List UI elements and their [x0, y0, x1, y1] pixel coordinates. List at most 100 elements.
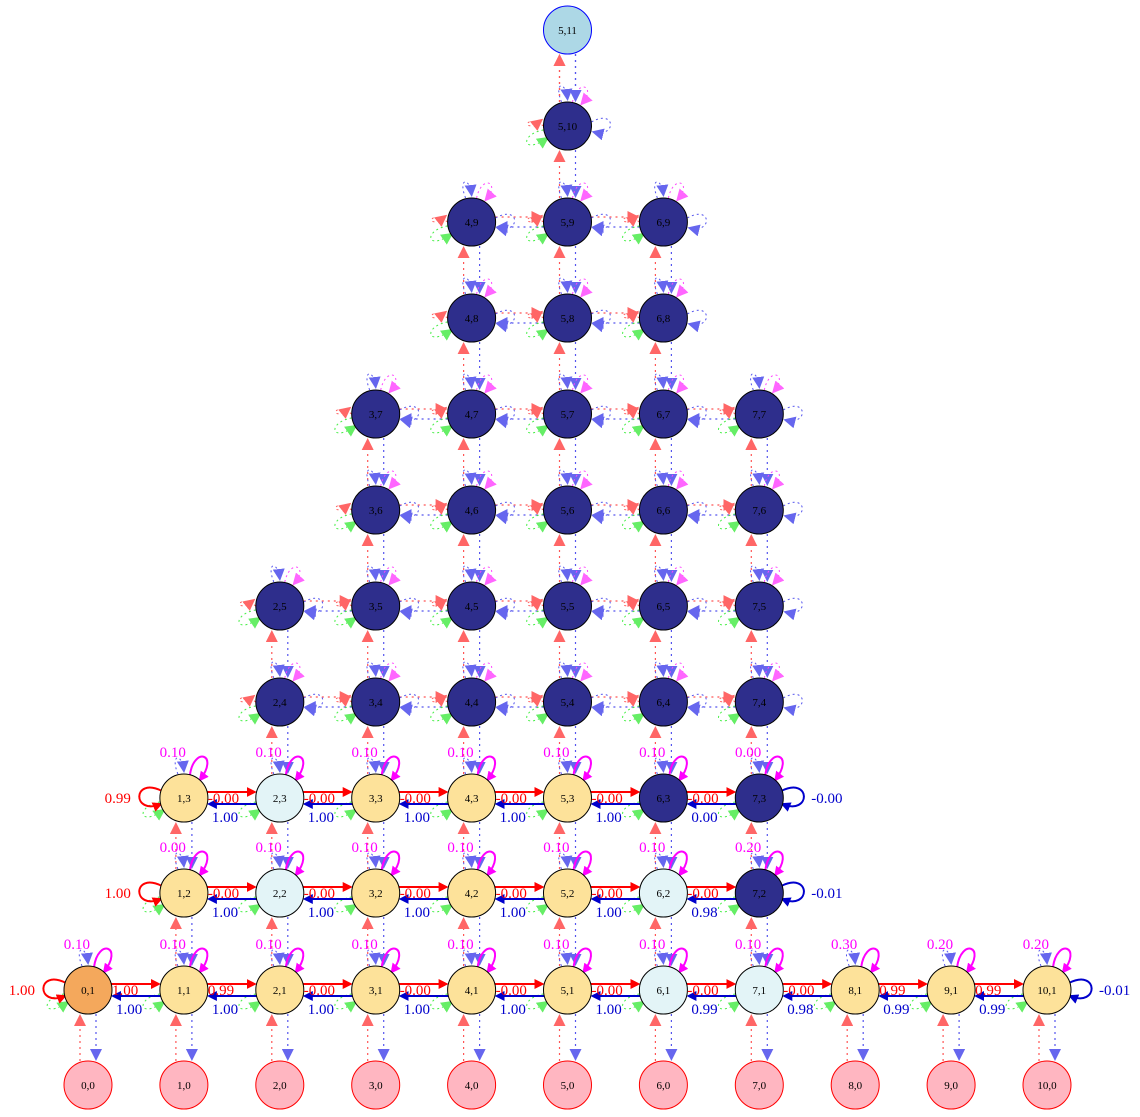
self-loop — [476, 182, 497, 202]
self-loop — [430, 321, 454, 341]
edge-right-label: -0.00 — [208, 886, 239, 902]
nodes-layer: 5,11 5,10 4,9 5,9 6,9 4,8 5,8 6,8 3,7 4,7 5,7 6,7 7,… — [63, 5, 1072, 1110]
self-loop — [239, 598, 257, 611]
node-label: 6,4 — [657, 697, 671, 709]
self-loop — [687, 213, 707, 237]
self-loop-top — [188, 850, 209, 877]
node-label: 10,0 — [1037, 1080, 1057, 1092]
node-5-6 — [543, 485, 592, 535]
node-label: 4,8 — [465, 313, 479, 325]
self-loop — [476, 566, 497, 586]
node-label: 5,6 — [561, 505, 575, 517]
self-loop — [526, 321, 550, 341]
self-loop-label: 0.10 — [639, 937, 665, 953]
node-label: 4,9 — [465, 217, 479, 229]
node-0-1 — [63, 965, 113, 1015]
node-7-2 — [734, 868, 784, 918]
edge-right-label: -0.00 — [304, 983, 335, 999]
self-loop — [334, 417, 358, 437]
node-3-7 — [351, 389, 401, 439]
self-loop — [334, 705, 358, 725]
node-10-0 — [1022, 1060, 1072, 1110]
self-loop — [622, 598, 640, 611]
self-loop — [622, 513, 646, 533]
self-loop-right-label: -0.01 — [811, 886, 842, 902]
edge-right-label: -0.00 — [400, 983, 431, 999]
self-loop — [527, 118, 544, 131]
self-loop — [527, 310, 544, 323]
node-3-2 — [351, 868, 401, 918]
node-label: 7,2 — [752, 888, 766, 900]
self-loop — [431, 310, 448, 323]
self-loop-top — [284, 947, 305, 974]
node-6-8 — [638, 293, 688, 343]
self-loop-top — [764, 947, 785, 974]
node-8-1 — [830, 965, 880, 1015]
node-label: 3,4 — [369, 697, 383, 709]
node-label: 3,0 — [369, 1080, 383, 1092]
node-8-0 — [830, 1060, 880, 1110]
self-loop-left — [138, 881, 163, 907]
node-label: 3,1 — [369, 985, 383, 997]
edge-left-label: 0.98 — [787, 1002, 813, 1018]
self-loop-label: 0.20 — [735, 840, 761, 856]
node-5-0 — [543, 1060, 592, 1110]
node-label: 6,5 — [657, 601, 671, 613]
node-4-7 — [447, 389, 497, 439]
self-loop-label: 0.10 — [543, 745, 569, 761]
node-6-2 — [638, 868, 688, 918]
node-3-6 — [351, 485, 401, 535]
node-10-1 — [1022, 965, 1072, 1015]
node-3-1 — [351, 965, 401, 1015]
node-label: 8,0 — [848, 1080, 862, 1092]
self-loop — [431, 214, 448, 227]
self-loop — [476, 278, 497, 298]
self-loop — [284, 566, 305, 586]
edge-left-label: 1.00 — [596, 810, 622, 826]
self-loop — [718, 502, 736, 515]
node-label: 6,8 — [657, 313, 671, 325]
self-loop — [526, 705, 550, 725]
edge-left-label: 1.00 — [596, 1002, 622, 1018]
node-label: 2,4 — [273, 697, 287, 709]
node-2-5 — [255, 581, 305, 631]
node-4-0 — [447, 1060, 497, 1110]
node-label: 7,0 — [752, 1080, 766, 1092]
self-loop — [284, 662, 305, 682]
node-4-1 — [447, 965, 497, 1015]
node-label: 2,5 — [273, 601, 287, 613]
node-label: 5,5 — [561, 601, 575, 613]
self-loop — [763, 662, 785, 682]
self-loop — [572, 374, 593, 394]
node-6-7 — [638, 389, 688, 439]
self-loop — [238, 609, 262, 629]
self-loop-label: 0.20 — [1023, 937, 1049, 953]
edge-left-label: 0.98 — [691, 905, 717, 921]
node-7-3 — [734, 773, 784, 823]
node-6-1 — [638, 965, 688, 1015]
self-loop — [430, 513, 454, 533]
self-loop — [763, 374, 785, 394]
self-loop-top — [572, 755, 593, 782]
node-label: 7,6 — [752, 505, 766, 517]
self-loop-label: 0.10 — [64, 937, 90, 953]
node-label: 9,1 — [944, 985, 958, 997]
self-loop-top — [668, 850, 689, 877]
self-loop — [783, 405, 803, 429]
node-label: 5,10 — [558, 121, 578, 133]
node-label: 4,2 — [465, 888, 479, 900]
edge-left-label: 0.00 — [691, 810, 717, 826]
node-1-0 — [159, 1060, 209, 1110]
self-loop-label: 0.10 — [543, 937, 569, 953]
self-loop-top — [956, 947, 976, 974]
node-label: 4,4 — [465, 697, 479, 709]
self-loop — [622, 321, 646, 341]
node-5-5 — [543, 581, 592, 631]
self-loop — [783, 597, 803, 621]
edge-right-label: -0.00 — [304, 791, 335, 807]
node-1-2 — [159, 868, 209, 918]
self-loop — [718, 694, 736, 707]
node-label: 7,4 — [752, 697, 766, 709]
self-loop — [239, 694, 257, 707]
